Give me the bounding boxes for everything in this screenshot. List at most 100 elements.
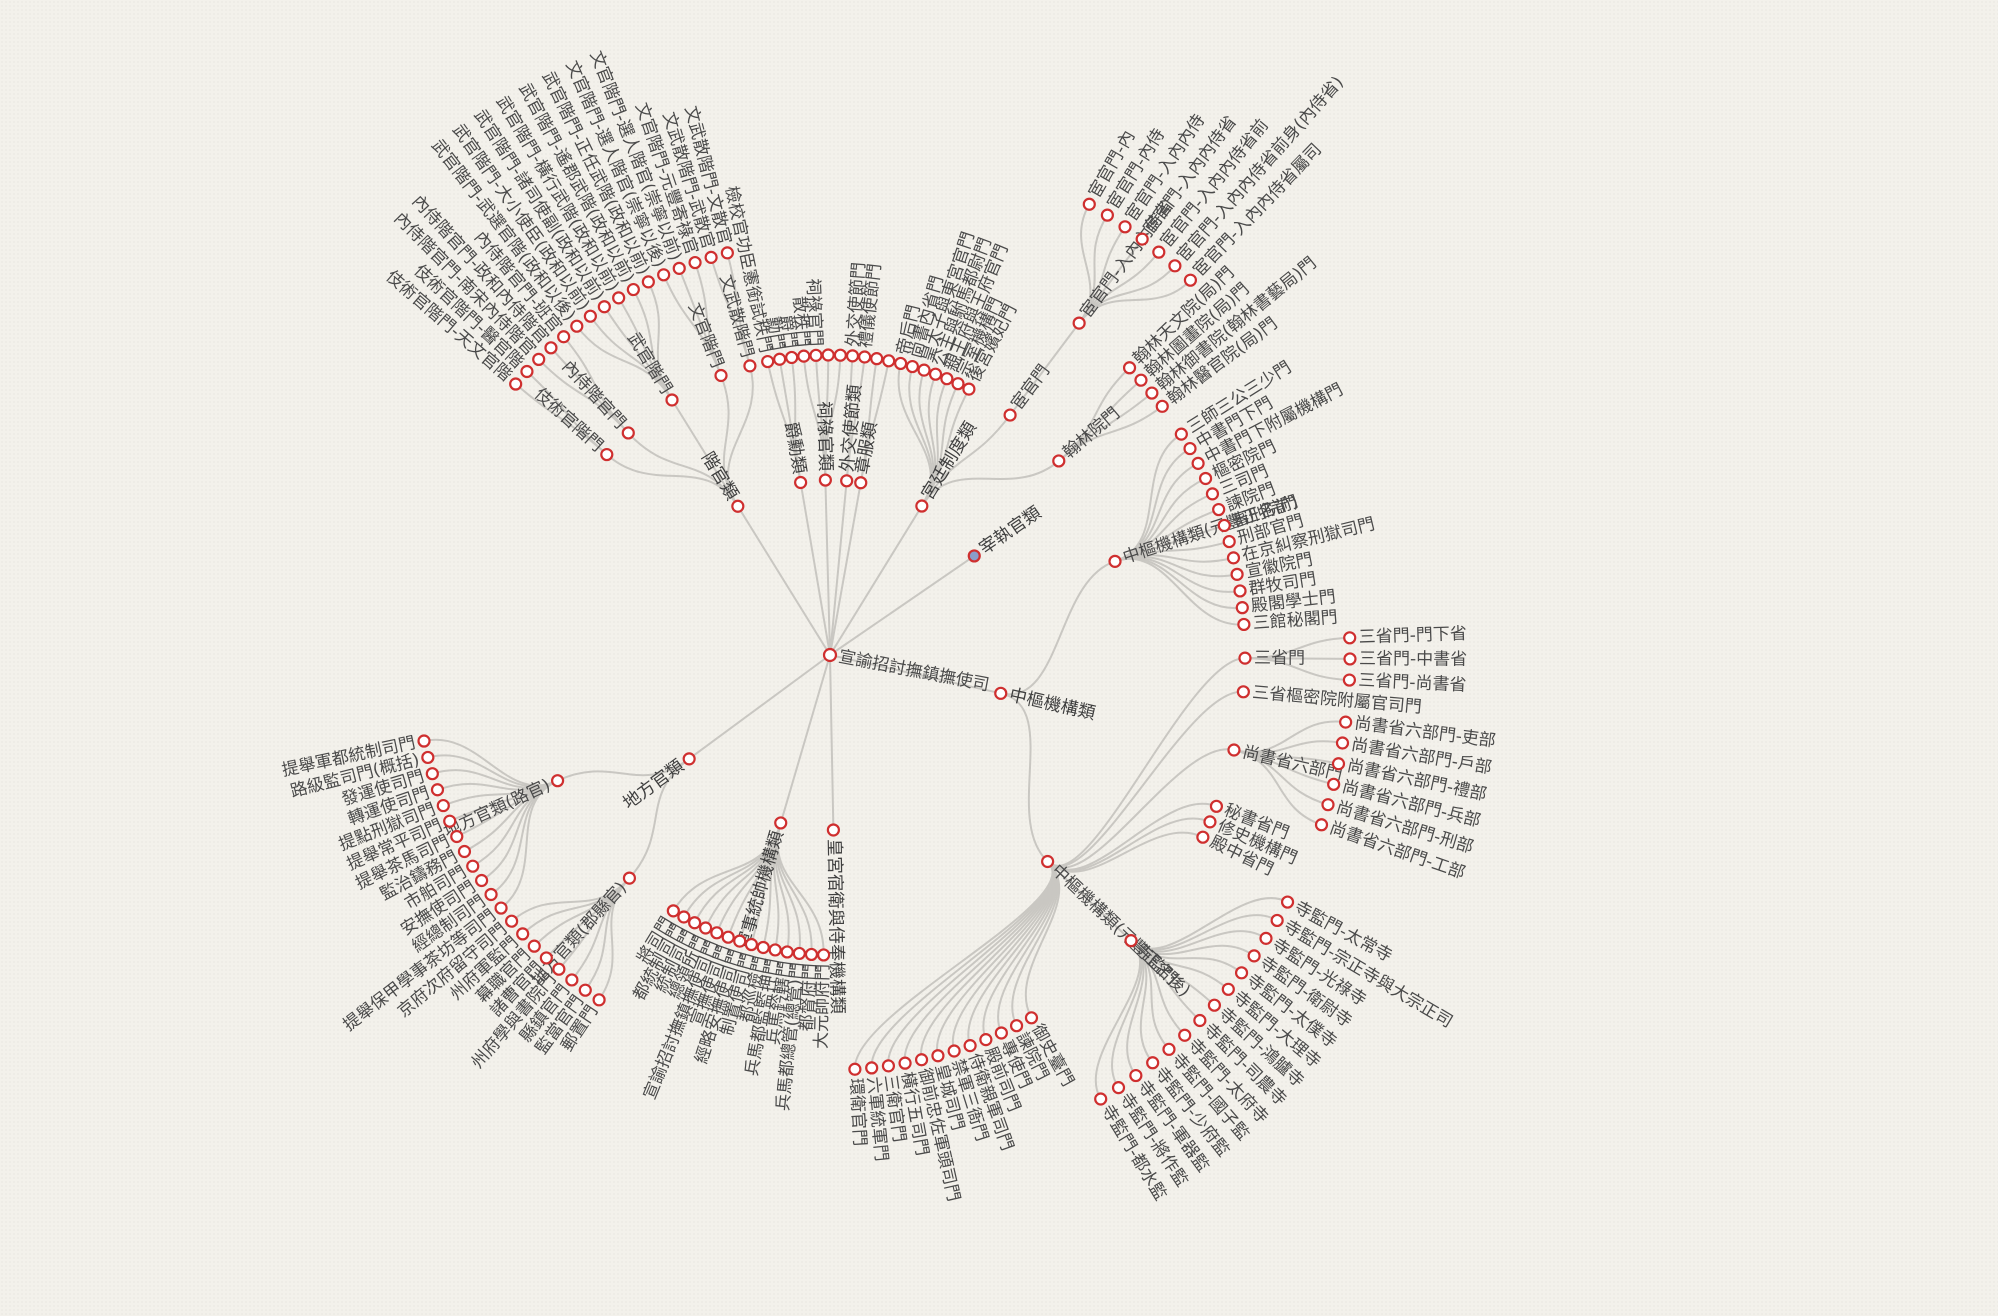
node-marker[interactable] [1227, 743, 1241, 757]
node-marker[interactable] [1236, 685, 1250, 699]
node-marker[interactable] [570, 319, 584, 333]
node-marker[interactable] [583, 309, 597, 323]
node-marker[interactable] [818, 473, 832, 487]
node-marker[interactable] [421, 750, 435, 765]
node-marker[interactable] [505, 914, 519, 928]
node-marker[interactable] [682, 752, 696, 766]
tree-node-blank[interactable] [833, 348, 847, 362]
node-marker[interactable] [826, 823, 840, 837]
node-marker[interactable] [785, 350, 799, 365]
tree-node-blank[interactable] [882, 354, 896, 368]
node-marker[interactable] [1168, 259, 1182, 273]
node-marker[interactable] [688, 916, 702, 930]
node-marker[interactable] [597, 300, 611, 314]
node-marker[interactable] [917, 363, 931, 377]
node-marker[interactable] [622, 871, 637, 885]
node-marker[interactable] [794, 475, 808, 490]
tree-node-三省門-門下省[interactable]: 三省門-門下省 [1343, 624, 1467, 648]
node-marker[interactable] [731, 499, 745, 513]
node-marker[interactable] [1335, 736, 1350, 750]
node-marker[interactable] [1207, 998, 1222, 1012]
node-marker[interactable] [845, 349, 860, 363]
node-marker[interactable] [1108, 554, 1122, 568]
node-marker[interactable] [1146, 1056, 1160, 1070]
node-marker[interactable] [1178, 1028, 1192, 1042]
node-marker[interactable] [1183, 273, 1198, 287]
node-marker[interactable] [1100, 208, 1114, 222]
node-marker[interactable] [592, 993, 606, 1007]
tree-node-祠祿官類[interactable]: 祠祿官類 [813, 401, 835, 487]
tree-node-祠祿官門[interactable]: 祠祿官門 [802, 278, 826, 362]
node-marker[interactable] [516, 927, 530, 941]
node-marker[interactable] [425, 767, 439, 781]
node-marker[interactable] [544, 341, 558, 355]
node-marker[interactable] [940, 372, 954, 386]
node-marker[interactable] [1082, 197, 1096, 211]
node-marker[interactable] [1238, 651, 1252, 665]
node-marker[interactable] [688, 255, 702, 270]
node-marker[interactable] [797, 349, 811, 363]
node-marker[interactable] [1072, 316, 1086, 330]
node-marker[interactable] [1155, 399, 1169, 413]
node-marker[interactable] [721, 930, 735, 944]
node-marker[interactable] [1321, 798, 1335, 812]
node-marker[interactable] [672, 261, 686, 275]
node-marker[interactable] [743, 359, 757, 373]
tree-node-大元帥府門[interactable]: 大元帥府門 [812, 948, 834, 1049]
node-marker[interactable] [1343, 631, 1357, 645]
node-marker[interactable] [744, 937, 759, 952]
tree-node-文官階門[interactable]: 文官階門 [684, 300, 728, 383]
tree-node-宣諭招討撫鎮撫使司[interactable]: 宣諭招討撫鎮撫使司 [822, 646, 991, 696]
node-marker[interactable] [840, 474, 854, 488]
tree-node-blank[interactable] [821, 348, 835, 362]
node-marker[interactable] [710, 926, 724, 940]
node-marker[interactable] [1134, 373, 1148, 387]
node-marker[interactable] [450, 829, 464, 844]
tree-node-三省門[interactable]: 三省門 [1238, 648, 1305, 669]
node-marker[interactable] [894, 356, 908, 371]
node-marker[interactable] [600, 447, 614, 462]
node-marker[interactable] [720, 246, 734, 260]
node-marker[interactable] [430, 783, 445, 797]
node-marker[interactable] [914, 1053, 929, 1067]
node-marker[interactable] [994, 686, 1008, 700]
node-marker[interactable] [1191, 456, 1205, 470]
node-marker[interactable] [1342, 673, 1356, 687]
node-marker[interactable] [550, 774, 565, 788]
node-marker[interactable] [1343, 652, 1357, 666]
node-marker[interactable] [994, 1026, 1008, 1040]
node-marker[interactable] [484, 887, 498, 902]
tree-node-散秩門[interactable]: 散秩門 [789, 296, 813, 363]
node-marker[interactable] [905, 359, 920, 374]
node-marker[interactable] [947, 1044, 961, 1058]
node-marker[interactable] [1259, 931, 1273, 945]
tree-node-都督府門[interactable]: 都督府門 [797, 947, 821, 1032]
node-marker[interactable] [1145, 386, 1159, 400]
node-marker[interactable] [1118, 220, 1132, 234]
node-marker[interactable] [979, 1033, 993, 1047]
node-marker[interactable] [621, 426, 635, 440]
node-marker[interactable] [1235, 601, 1249, 615]
node-marker[interactable] [1222, 534, 1236, 549]
node-marker[interactable] [1234, 966, 1249, 980]
node-marker[interactable] [1217, 518, 1231, 533]
node-marker[interactable] [494, 901, 508, 915]
node-marker[interactable] [466, 859, 480, 873]
node-marker[interactable] [833, 348, 847, 362]
node-marker[interactable] [1247, 949, 1261, 963]
node-marker[interactable] [436, 798, 450, 813]
node-marker[interactable] [756, 940, 770, 955]
node-marker[interactable] [1198, 471, 1213, 486]
node-marker[interactable] [626, 282, 640, 297]
node-marker[interactable] [1270, 913, 1284, 928]
node-marker[interactable] [509, 377, 523, 391]
node-marker[interactable] [1094, 1092, 1108, 1106]
node-marker[interactable] [848, 1062, 862, 1076]
node-marker[interactable] [1327, 777, 1341, 791]
node-marker[interactable] [1233, 584, 1247, 598]
node-marker[interactable] [1203, 815, 1217, 829]
tree-node-爵門[interactable]: 爵門 [776, 314, 800, 365]
node-marker[interactable] [1124, 934, 1138, 948]
node-marker[interactable] [1183, 441, 1197, 456]
node-marker[interactable] [780, 945, 794, 959]
